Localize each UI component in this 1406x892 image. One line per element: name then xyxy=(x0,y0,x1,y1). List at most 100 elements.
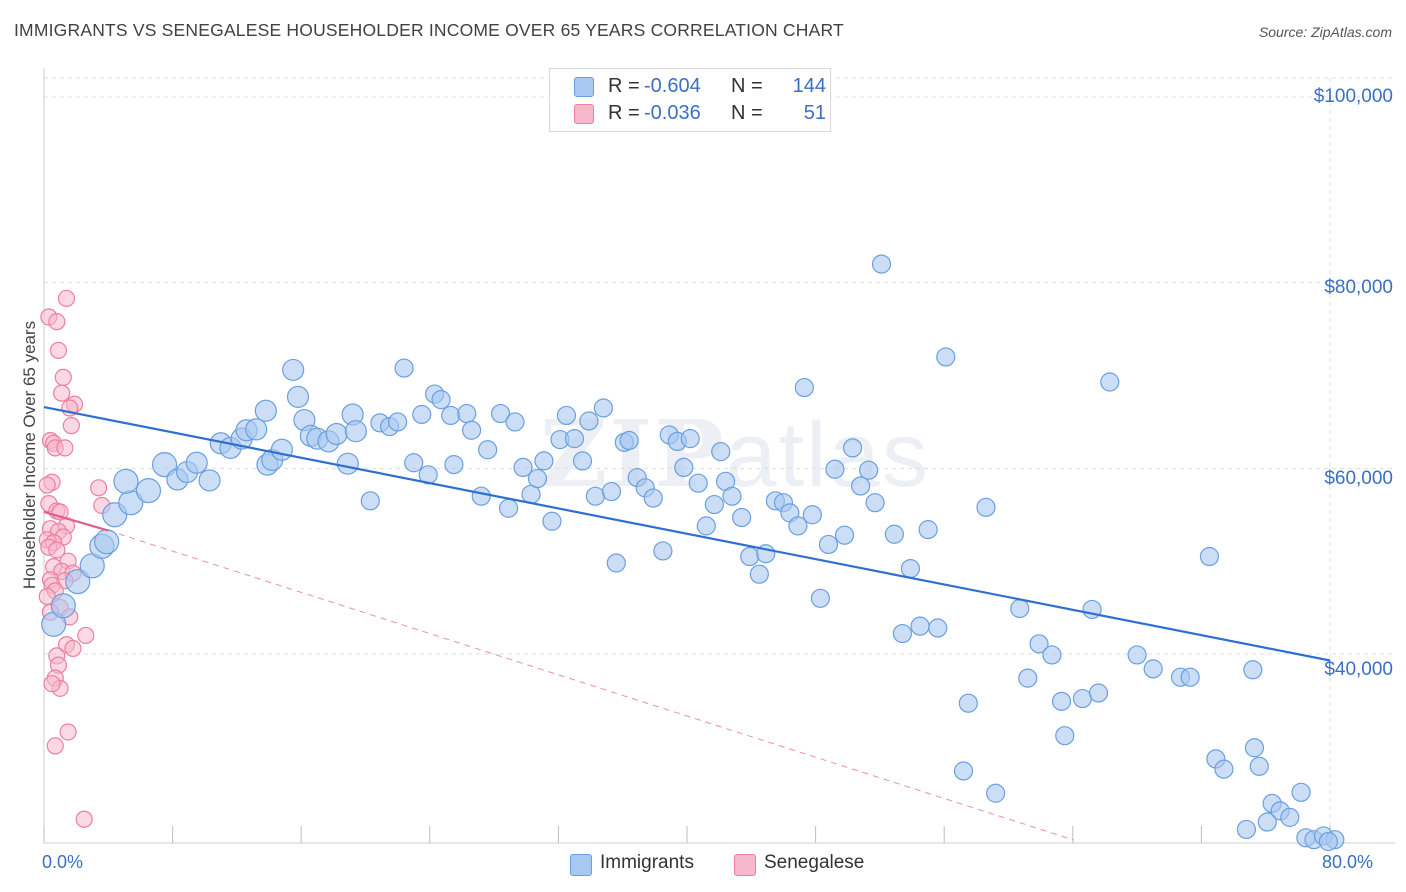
immigrants-points xyxy=(41,254,1345,852)
immigrants-point xyxy=(865,493,885,513)
senegalese-point xyxy=(59,723,77,741)
legend-r-label: R = xyxy=(608,102,640,124)
immigrants-point xyxy=(585,486,605,506)
senegalese-point xyxy=(77,626,95,645)
immigrants-point xyxy=(490,403,511,424)
immigrants-point xyxy=(527,468,548,489)
immigrants-point xyxy=(1257,812,1277,832)
immigrants-point xyxy=(976,497,996,517)
immigrants-point xyxy=(601,481,622,502)
immigrants-point xyxy=(534,451,554,471)
immigrants-point xyxy=(1088,683,1109,703)
immigrants-point xyxy=(788,516,808,536)
immigrants-point xyxy=(556,405,577,426)
senegalese-point xyxy=(48,541,66,559)
immigrants-point xyxy=(732,507,752,528)
immigrants-point xyxy=(1042,645,1062,665)
senegalese-point xyxy=(90,479,108,497)
immigrants-point xyxy=(1072,688,1093,709)
immigrants-point xyxy=(431,390,451,410)
legend-r-value: -0.036 xyxy=(644,102,701,124)
bottom-legend-senegalese[interactable]: Senegalese xyxy=(734,852,884,876)
immigrants-point xyxy=(185,451,208,474)
immigrants-point xyxy=(336,452,359,475)
immigrants-point xyxy=(564,429,585,449)
immigrants-point xyxy=(94,529,120,555)
immigrants-point xyxy=(412,404,432,425)
immigrants-point xyxy=(674,457,694,478)
immigrants-point xyxy=(1199,546,1220,567)
immigrants-point xyxy=(542,511,562,531)
immigrants-point xyxy=(245,418,268,441)
watermark-atlas: atlas xyxy=(725,404,930,506)
legend-n-label: N = xyxy=(731,75,763,97)
immigrants-point xyxy=(1180,667,1200,687)
immigrants-point xyxy=(270,438,294,461)
immigrants-point xyxy=(513,457,533,478)
immigrants-point xyxy=(928,618,948,638)
immigrants-point xyxy=(198,469,221,492)
legend-n-label: N = xyxy=(731,102,763,124)
legend-n-value: 51 xyxy=(803,102,826,124)
immigrants-point xyxy=(1236,819,1257,840)
immigrants-point xyxy=(740,546,760,567)
x-tick-label-max: 80.0% xyxy=(1322,852,1374,872)
immigrants-point xyxy=(113,468,139,494)
immigrants-point xyxy=(441,405,461,426)
immigrants-point xyxy=(884,524,904,544)
immigrants-point xyxy=(505,412,525,432)
stats-legend: R = -0.604 N = 144 R = -0.036 N = 51 xyxy=(549,68,831,132)
immigrants-point xyxy=(461,420,482,440)
immigrants-point xyxy=(643,488,663,508)
immigrants-point xyxy=(825,459,845,479)
immigrants-point xyxy=(851,476,871,496)
immigrants-point xyxy=(444,455,464,475)
senegalese-point xyxy=(38,476,56,494)
immigrants-point xyxy=(498,498,519,518)
senegalese-point xyxy=(48,313,66,331)
senegalese-point xyxy=(43,675,61,693)
immigrants-point xyxy=(688,473,708,493)
immigrants-point xyxy=(1051,691,1072,711)
immigrants-point xyxy=(1029,634,1049,654)
senegalese-point xyxy=(64,639,82,658)
immigrants-point xyxy=(711,442,731,462)
immigrants-point xyxy=(910,616,930,636)
y-tick-label: $100,000 xyxy=(1313,86,1393,107)
senegalese-point xyxy=(62,417,80,435)
immigrants-point xyxy=(1055,726,1075,746)
legend-swatch-senegalese xyxy=(574,104,594,124)
immigrants-point xyxy=(859,460,879,480)
bottom-legend-immigrants[interactable]: Immigrants xyxy=(570,852,720,876)
senegalese-point xyxy=(49,341,68,360)
immigrants-point xyxy=(892,623,913,644)
immigrants-point xyxy=(135,478,162,504)
senegalese-point xyxy=(53,384,71,402)
immigrants-point xyxy=(722,486,742,506)
immigrants-point xyxy=(394,358,414,378)
immigrants-point xyxy=(749,564,769,584)
immigrants-point xyxy=(818,534,839,555)
immigrants-point xyxy=(936,347,956,367)
immigrants-point xyxy=(1280,807,1300,827)
chart-title: IMMIGRANTS VS SENEGALESE HOUSEHOLDER INC… xyxy=(14,20,844,40)
immigrants-point xyxy=(286,385,310,408)
immigrants-point xyxy=(918,520,938,540)
immigrants-point xyxy=(986,783,1006,803)
immigrants-point xyxy=(958,693,978,713)
immigrants-point xyxy=(471,486,491,506)
immigrants-point xyxy=(457,403,477,424)
immigrants-point xyxy=(388,412,408,432)
immigrants-point xyxy=(696,516,716,536)
immigrants-point xyxy=(404,453,424,473)
immigrants-point xyxy=(1318,831,1338,852)
immigrants-point xyxy=(579,411,599,431)
immigrants-point xyxy=(794,377,814,398)
immigrants-point xyxy=(1010,598,1030,619)
axes xyxy=(43,68,1395,844)
immigrants-point xyxy=(1291,782,1311,802)
y-tick-label: $40,000 xyxy=(1324,659,1393,680)
immigrants-point xyxy=(802,505,822,525)
immigrants-point xyxy=(1243,660,1263,680)
immigrants-point xyxy=(842,438,863,458)
